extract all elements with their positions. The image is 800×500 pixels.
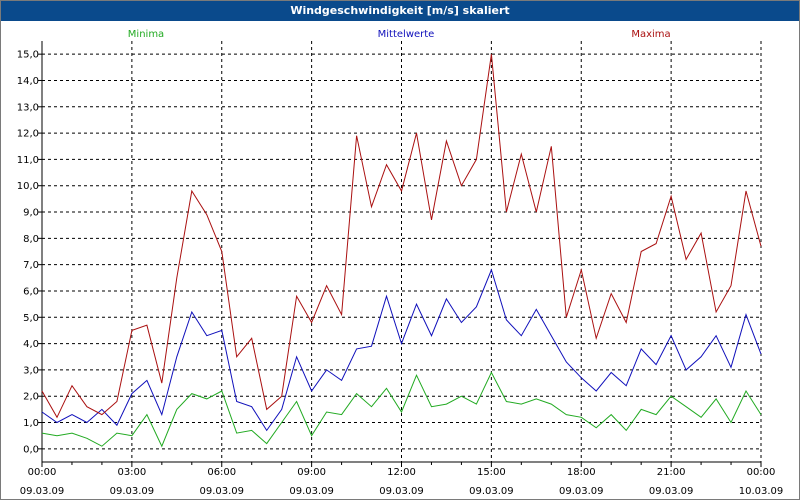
window-title: Windgeschwindigkeit [m/s] skaliert [1, 1, 799, 21]
legend-entry-minima: Minima [128, 29, 164, 40]
y-tick-label: 7,0 [23, 260, 39, 271]
chart: 0,0 1,0 2,0 3,0 4,0 5,0 6,0 7,0 8,0 9,0 10,0 11,0 12… [17, 29, 784, 497]
legend-entry-mittelwerte: Mittelwerte [378, 29, 435, 40]
x-tick-date: 09.03.09 [289, 486, 334, 497]
y-tick-label: 0,0 [23, 444, 39, 455]
x-tick-time: 21:00 [657, 467, 686, 478]
x-tick-date: 09.03.09 [559, 486, 604, 497]
y-tick-label: 10,0 [17, 181, 39, 192]
series-line-mittelwerte [41, 268, 762, 432]
x-tick-date: 09.03.09 [199, 486, 244, 497]
x-tick-time: 06:00 [207, 467, 236, 478]
y-tick-label: 1,0 [23, 418, 39, 429]
x-tick-labels: 00:00 09.03.09 03:00 09.03.09 06:00 09.03.09 0… [20, 467, 784, 497]
y-tick-label: 11,0 [17, 155, 39, 166]
axes [38, 41, 762, 467]
y-tick-label: 4,0 [23, 339, 39, 350]
y-tick-label: 14,0 [17, 76, 39, 87]
x-tick-time: 18:00 [567, 467, 596, 478]
y-tick-label: 9,0 [23, 208, 39, 219]
x-tick-time: 00:00 [28, 467, 57, 478]
y-tick-label: 5,0 [23, 313, 39, 324]
series-lines [41, 54, 762, 448]
y-tick-label: 13,0 [17, 102, 39, 113]
y-tick-label: 3,0 [23, 365, 39, 376]
grid-lines [42, 41, 762, 462]
series-line-maxima [41, 54, 762, 419]
x-tick-date: 09.03.09 [20, 486, 65, 497]
x-tick-time: 00:00 [747, 467, 776, 478]
x-tick-time: 09:00 [297, 467, 326, 478]
y-tick-label: 6,0 [23, 286, 39, 297]
series-line-minima [41, 371, 762, 448]
x-tick-time: 03:00 [117, 467, 146, 478]
y-tick-label: 12,0 [17, 129, 39, 140]
y-tick-label: 15,0 [17, 50, 39, 61]
y-tick-label: 8,0 [23, 234, 39, 245]
y-tick-label: 2,0 [23, 392, 39, 403]
y-tick-labels: 0,0 1,0 2,0 3,0 4,0 5,0 6,0 7,0 8,0 9,0 10,0 11,0 12… [17, 50, 39, 456]
x-tick-date: 10.03.09 [739, 486, 784, 497]
x-tick-date: 09.03.09 [110, 486, 155, 497]
legend-entry-maxima: Maxima [631, 29, 670, 40]
x-tick-date: 09.03.09 [649, 486, 694, 497]
x-tick-time: 12:00 [387, 467, 416, 478]
legend: Minima Mittelwerte Maxima [128, 29, 671, 40]
x-tick-date: 09.03.09 [379, 486, 424, 497]
x-tick-time: 15:00 [477, 467, 506, 478]
x-tick-date: 09.03.09 [469, 486, 514, 497]
